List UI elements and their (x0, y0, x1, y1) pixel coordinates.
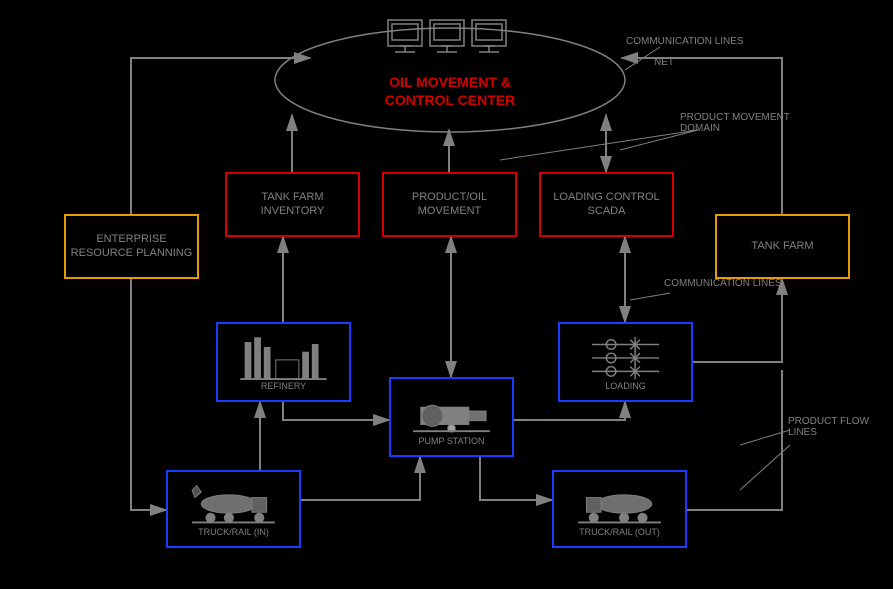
node-tankfarm-label: TANK FARM (751, 240, 813, 253)
node-erp: ENTERPRISE RESOURCE PLANNING (64, 214, 199, 279)
annotation-comm-1: COMMUNICATION LINES (626, 36, 746, 47)
node-tfi-label: TANK FARM INVENTORY (229, 191, 356, 217)
annotation-comm-2: COMMUNICATION LINES (664, 278, 784, 289)
node-pump: PUMP STATION (389, 377, 514, 457)
truck-in-icon (170, 481, 297, 527)
node-loading-label: LOADING (605, 381, 646, 392)
node-truck-in: TRUCK/RAIL (IN) (166, 470, 301, 548)
annotation-net: NET (654, 57, 674, 68)
node-scada-label: LOADING CONTROL SCADA (543, 191, 670, 217)
computers-icon (388, 20, 506, 52)
refinery-icon (220, 333, 347, 381)
node-refinery-label: REFINERY (261, 381, 306, 392)
node-truck-in-label: TRUCK/RAIL (IN) (198, 527, 269, 538)
node-loading: LOADING (558, 322, 693, 402)
node-erp-label: ENTERPRISE RESOURCE PLANNING (68, 233, 195, 259)
annotation-flow: PRODUCT FLOW LINES (788, 416, 888, 438)
title-line-1: OIL MOVEMENT & (389, 74, 511, 90)
annotation-domain: PRODUCT MOVEMENT DOMAIN (680, 112, 800, 134)
node-tankfarm: TANK FARM (715, 214, 850, 279)
node-tfi: TANK FARM INVENTORY (225, 172, 360, 237)
title-line-2: CONTROL CENTER (385, 92, 515, 108)
pump-icon (393, 388, 510, 436)
diagram-title: OIL MOVEMENT & CONTROL CENTER (360, 73, 540, 109)
node-pom: PRODUCT/OIL MOVEMENT (382, 172, 517, 237)
valves-icon (562, 333, 689, 381)
node-pump-label: PUMP STATION (418, 436, 484, 447)
node-refinery: REFINERY (216, 322, 351, 402)
node-pom-label: PRODUCT/OIL MOVEMENT (386, 191, 513, 217)
node-truck-out: TRUCK/RAIL (OUT) (552, 470, 687, 548)
truck-out-icon (556, 481, 683, 527)
node-truck-out-label: TRUCK/RAIL (OUT) (579, 527, 660, 538)
node-scada: LOADING CONTROL SCADA (539, 172, 674, 237)
